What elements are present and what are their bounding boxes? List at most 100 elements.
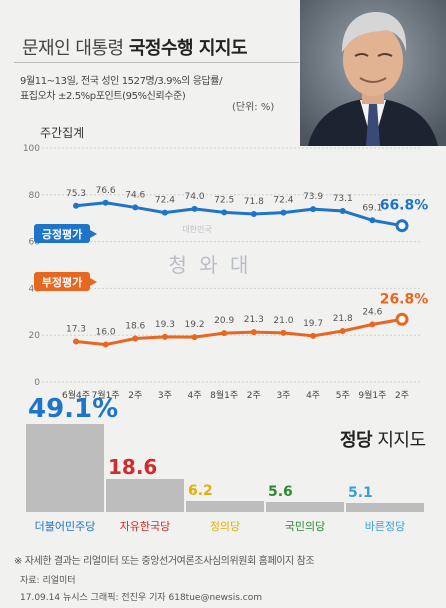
party-bar xyxy=(106,478,184,512)
data-point xyxy=(161,209,168,216)
data-point xyxy=(161,333,168,340)
title-divider xyxy=(14,62,299,63)
survey-note-line2: 표집오차 ±2.5%p포인트(95%신뢰수준) xyxy=(20,91,186,102)
party-name-label: 국민의당 xyxy=(284,520,326,533)
data-label: 76.6 xyxy=(96,186,116,196)
party-value-label: 49.1% xyxy=(28,393,119,424)
footnote: ※ 자세한 결과는 리얼미터 또는 중앙선거여론조사심의위원회 홈페이지 참조 xyxy=(14,556,315,567)
x-tick-label: 8월1주 xyxy=(210,389,238,400)
data-label: 19.3 xyxy=(155,320,175,330)
x-tick-label: 4주 xyxy=(306,390,320,400)
data-point xyxy=(310,332,317,339)
page-title: 문재인 대통령 국정수행 지지도 xyxy=(22,34,248,60)
data-label: 74.6 xyxy=(125,190,145,200)
party-name-label: 자유한국당 xyxy=(119,520,171,533)
data-point xyxy=(250,329,257,336)
series-line xyxy=(75,317,403,347)
data-point xyxy=(280,209,287,216)
title-plain: 문재인 대통령 xyxy=(22,38,124,59)
data-point xyxy=(132,204,139,211)
y-tick-label: 60 xyxy=(29,238,41,248)
grid xyxy=(42,147,420,383)
series-lines: 75.3 76.6 74.6 72.4 74.0 72.5 71.8 72.4 73.9 73.1… xyxy=(66,186,428,348)
data-point xyxy=(339,207,346,214)
x-axis: 6월4주 7월1주 2주 3주 4주 8월1주 2주 3주 4주 5주 9월1주 2주 xyxy=(62,389,409,400)
data-point xyxy=(395,312,409,326)
party-bar xyxy=(266,501,344,512)
data-label: 21.8 xyxy=(333,314,353,324)
data-point xyxy=(191,334,198,341)
data-point xyxy=(102,199,109,206)
data-label: 19.7 xyxy=(303,319,323,329)
data-label: 72.4 xyxy=(273,196,293,206)
data-point xyxy=(73,202,79,209)
legend-label: 긍정평가 xyxy=(42,227,82,241)
legend-tag-pointer xyxy=(90,230,97,238)
data-point xyxy=(221,330,228,337)
data-label: 18.6 xyxy=(125,321,145,331)
president-portrait xyxy=(300,0,446,146)
data-point xyxy=(369,217,376,224)
survey-note-line1: 9월11~13일, 전국 성인 1527명/3.9%의 응답률/ xyxy=(20,76,223,87)
data-label: 72.4 xyxy=(155,196,175,206)
party-bar xyxy=(26,423,104,512)
weekly-label: 주간집계 xyxy=(40,126,85,140)
data-point xyxy=(102,341,109,348)
data-label: 72.5 xyxy=(214,195,234,205)
data-point xyxy=(73,338,79,345)
data-point xyxy=(310,206,317,213)
party-title-rest: 지지도 xyxy=(372,430,426,451)
data-label: 66.8% xyxy=(380,198,429,214)
title-bold: 국정수행 지지도 xyxy=(128,38,248,59)
data-label: 17.3 xyxy=(66,325,86,335)
y-tick-label: 100 xyxy=(23,144,40,154)
party-name-label: 더불어민주당 xyxy=(34,520,96,533)
party-chart-title: 정당 지지도 xyxy=(340,426,426,452)
legend-tag-pointer xyxy=(90,278,97,286)
series-line xyxy=(75,201,403,228)
data-label: 16.0 xyxy=(96,328,116,338)
legend-tag xyxy=(34,272,90,291)
party-value-label: 6.2 xyxy=(188,482,213,499)
x-tick-label: 6월4주 xyxy=(62,389,90,400)
watermark-small: 대한민국 xyxy=(182,224,211,234)
data-label: 21.3 xyxy=(244,315,264,325)
party-value-label: 5.6 xyxy=(268,483,293,500)
party-name-label: 바른정당 xyxy=(364,520,406,533)
data-label: 74.0 xyxy=(185,192,205,202)
data-label: 71.8 xyxy=(244,197,264,207)
x-tick-label: 5주 xyxy=(336,390,350,400)
party-value-label: 5.1 xyxy=(348,484,373,501)
x-tick-label: 7월1주 xyxy=(92,389,120,400)
unit-label: (단위: %) xyxy=(232,102,275,113)
data-label: 73.9 xyxy=(303,192,323,202)
data-label: 24.6 xyxy=(362,307,382,317)
data-point xyxy=(132,335,139,342)
x-tick-label: 9월1주 xyxy=(358,389,386,400)
y-tick-label: 20 xyxy=(29,331,41,341)
x-tick-label: 4주 xyxy=(188,390,202,400)
graphic-credit: 17.09.14 뉴시스 그래픽: 전진우 기자 618tue@newsis.c… xyxy=(20,593,263,603)
party-title-bold: 정당 xyxy=(340,430,373,451)
source-credit: 자료: 리얼미터 xyxy=(20,576,76,586)
legend-tag xyxy=(34,224,90,243)
data-point xyxy=(395,219,409,233)
x-tick-label: 2주 xyxy=(247,390,261,400)
watermark-large: 청 와 대 xyxy=(169,253,252,277)
data-point xyxy=(339,327,346,334)
data-point xyxy=(191,205,198,212)
data-point xyxy=(250,210,257,217)
data-point xyxy=(221,209,228,216)
data-label: 73.1 xyxy=(333,194,353,204)
data-point xyxy=(280,329,287,336)
party-value-label: 18.6 xyxy=(108,454,158,479)
y-tick-label: 80 xyxy=(29,191,41,201)
party-bar xyxy=(186,500,264,512)
data-label: 75.3 xyxy=(66,189,86,199)
x-tick-label: 2주 xyxy=(128,390,142,400)
x-tick-label: 3주 xyxy=(276,390,290,400)
data-label: 21.0 xyxy=(273,316,293,326)
